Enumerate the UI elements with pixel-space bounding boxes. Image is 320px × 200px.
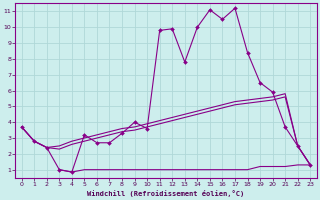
X-axis label: Windchill (Refroidissement éolien,°C): Windchill (Refroidissement éolien,°C)	[87, 190, 244, 197]
